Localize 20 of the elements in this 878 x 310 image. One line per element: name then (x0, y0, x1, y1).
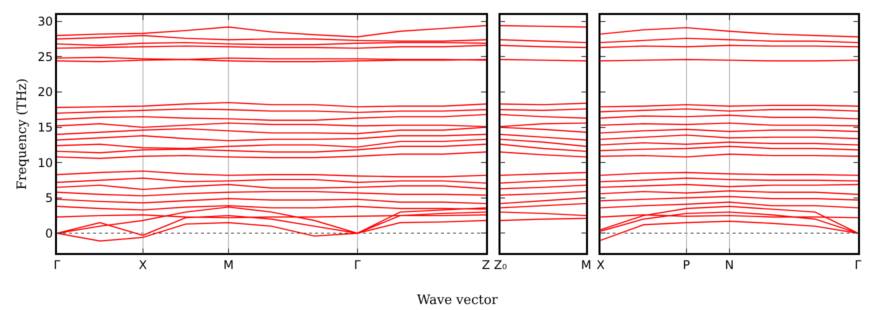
x-tick-label: N (724, 258, 734, 272)
x-tick-label: Z₀ (494, 258, 508, 272)
x-tick-label: Γ (54, 258, 61, 272)
x-tick-label: Z (482, 258, 490, 272)
y-tick-label: 20 (38, 85, 53, 100)
y-tick-label: 0 (45, 226, 53, 240)
x-axis-title: Wave vector (417, 293, 499, 308)
y-tick-label: 15 (38, 120, 53, 134)
y-tick-label: 5 (45, 191, 53, 206)
x-tick-label: P (682, 258, 690, 272)
x-tick-label: M (223, 258, 234, 272)
x-tick-label: Γ (854, 258, 862, 272)
y-tick-label: 10 (38, 156, 53, 170)
x-tick-label: X (138, 258, 147, 272)
y-tick-label: 25 (38, 50, 53, 64)
x-tick-label: Γ (354, 258, 361, 272)
y-axis-title: Frequency (THz) (15, 78, 30, 190)
x-tick-label: M (581, 258, 592, 272)
x-tick-label: X (596, 258, 605, 272)
y-tick-label: 30 (38, 14, 53, 29)
